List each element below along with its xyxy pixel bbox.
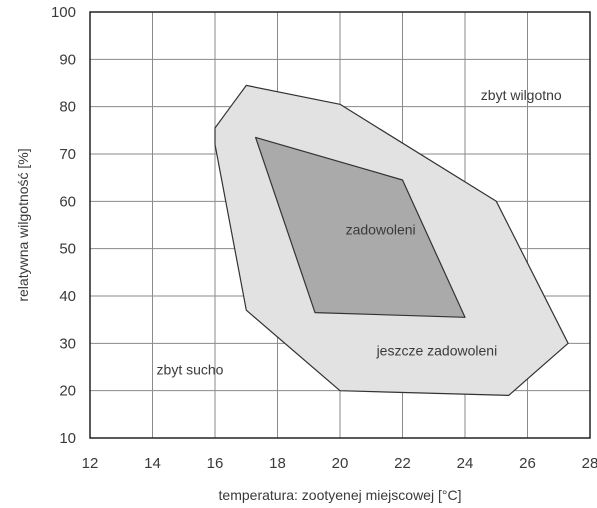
region-label: jeszcze zadowoleni — [376, 342, 498, 358]
region-labels: zbyt wilgotno zadowoleni jeszcze zadowolen… — [157, 87, 562, 378]
y-tick-label: 30 — [59, 335, 76, 352]
regions — [214, 84, 569, 396]
y-tick-label: 70 — [59, 146, 76, 163]
region-label: zbyt wilgotno — [481, 87, 562, 103]
x-tick-label: 26 — [519, 455, 536, 472]
x-tick-label: 22 — [394, 455, 411, 472]
x-tick-label: 24 — [457, 455, 474, 472]
x-tick-label: 18 — [269, 455, 286, 472]
region-label: zadowoleni — [346, 222, 416, 238]
y-tick-label: 20 — [59, 383, 76, 400]
y-tick-label: 50 — [59, 241, 76, 258]
y-tick-label: 90 — [59, 51, 76, 68]
x-tick-label: 20 — [332, 455, 349, 472]
y-tick-label: 40 — [59, 288, 76, 305]
y-tick-label: 60 — [59, 193, 76, 210]
region-label: zbyt sucho — [157, 361, 224, 377]
x-tick-label: 14 — [144, 455, 161, 472]
y-tick-label: 80 — [59, 99, 76, 116]
x-tick-label: 12 — [82, 455, 99, 472]
tick-labels: 12 14 16 18 20 22 24 26 28 10 20 30 40 50 60 70 80 90 100 — [51, 4, 597, 472]
x-axis-label: temperatura: zootyenej miejscowej [°C] — [219, 487, 462, 503]
y-tick-label: 100 — [51, 4, 76, 21]
x-tick-label: 16 — [207, 455, 224, 472]
region-1 — [255, 136, 466, 318]
y-axis-label: relatywna wilgotność [%] — [15, 148, 31, 301]
y-tick-label: 10 — [59, 430, 76, 447]
x-tick-label: 28 — [582, 455, 597, 472]
plot-frame — [89, 11, 591, 439]
